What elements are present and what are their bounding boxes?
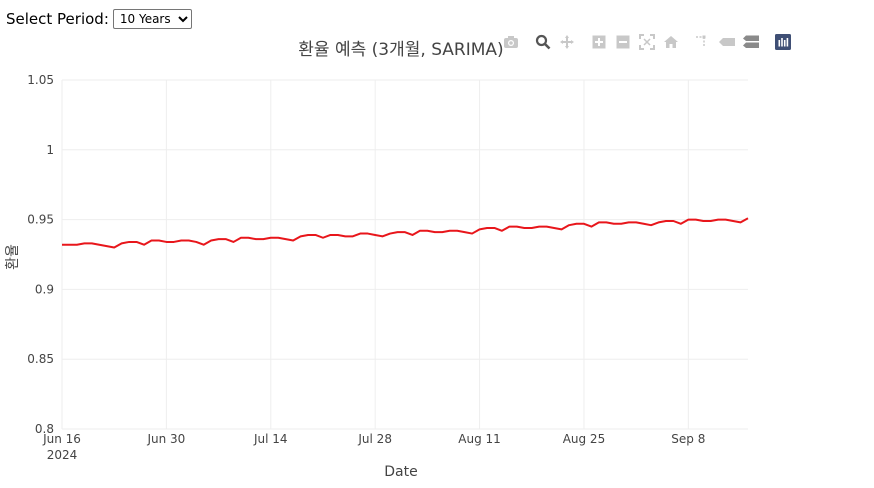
home-icon[interactable] (662, 32, 680, 52)
y-tick-labels: 0.8 0.85 0.9 0.95 1 1.05 (27, 73, 54, 436)
grid-lines (61, 79, 748, 430)
autoscale-icon[interactable] (638, 32, 656, 52)
x-tick-label: Jun 30 (146, 432, 185, 446)
period-label: Select Period: (6, 10, 109, 28)
zoom-in-icon[interactable] (590, 32, 608, 52)
x-tick-label: Aug 11 (458, 432, 501, 446)
y-tick-label: 1.05 (27, 73, 54, 87)
plotly-logo-icon[interactable] (774, 32, 792, 52)
y-tick-label: 0.9 (35, 282, 54, 296)
chart-title: 환율 예측 (3개월, SARIMA) (298, 40, 503, 60)
x-tick-label: 2024 (47, 448, 78, 462)
camera-icon[interactable] (502, 32, 520, 52)
x-tick-label: Jun 16 (42, 432, 81, 446)
hover-closest-icon[interactable] (718, 32, 736, 52)
x-tick-label: Jul 28 (357, 432, 392, 446)
pan-icon[interactable] (558, 32, 576, 52)
x-tick-labels: Jun 16 2024 Jun 30 Jul 14 Jul 28 Aug 11 Aug 25… (42, 432, 705, 462)
period-select[interactable]: 10 Years (112, 9, 192, 29)
y-tick-label: 0.8 (35, 422, 54, 436)
y-tick-label: 1 (46, 143, 54, 157)
x-axis-title: Date (384, 464, 417, 480)
x-tick-label: Jul 14 (253, 432, 288, 446)
spike-lines-icon[interactable] (692, 32, 710, 52)
hover-compare-icon[interactable] (742, 32, 760, 52)
y-tick-label: 0.85 (27, 352, 54, 366)
x-tick-label: Aug 25 (563, 432, 606, 446)
x-tick-label: Sep 8 (671, 432, 705, 446)
zoom-icon[interactable] (534, 32, 552, 52)
series-lines[interactable] (62, 217, 749, 249)
period-control: Select Period: 10 Years (6, 9, 192, 29)
chart-modebar (500, 32, 800, 52)
y-tick-label: 0.95 (27, 213, 54, 227)
zoom-out-icon[interactable] (614, 32, 632, 52)
y-axis-title: 환율 (5, 244, 21, 270)
forecast-line[interactable] (62, 217, 749, 249)
